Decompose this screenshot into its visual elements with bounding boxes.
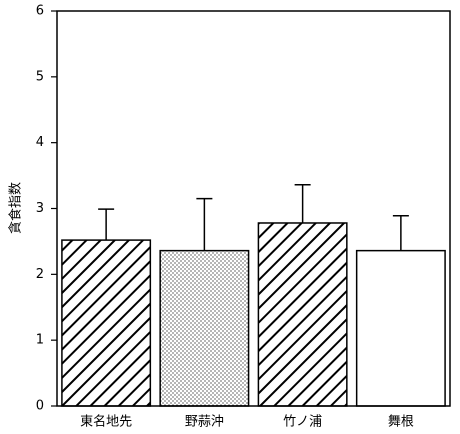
x-tick-label: 東名地先 [80, 414, 132, 430]
y-tick-label: 1 [36, 333, 44, 348]
bar [355, 249, 446, 407]
y-tick-label: 5 [36, 69, 44, 84]
y-tick-label: 0 [36, 399, 44, 414]
bar [159, 249, 250, 407]
x-tick-label: 舞根 [388, 415, 414, 430]
plot-frame [56, 10, 451, 407]
x-tick-label: 竹ノ浦 [283, 415, 322, 430]
y-axis-label: 貪食指数 [8, 182, 24, 234]
bar [61, 239, 152, 407]
y-tick-label: 6 [36, 4, 44, 19]
y-tick-label: 3 [36, 201, 44, 216]
bar [257, 222, 348, 407]
y-tick-label: 4 [36, 135, 44, 150]
x-tick-label: 野蒜沖 [185, 415, 224, 430]
y-tick-label: 2 [36, 267, 44, 282]
